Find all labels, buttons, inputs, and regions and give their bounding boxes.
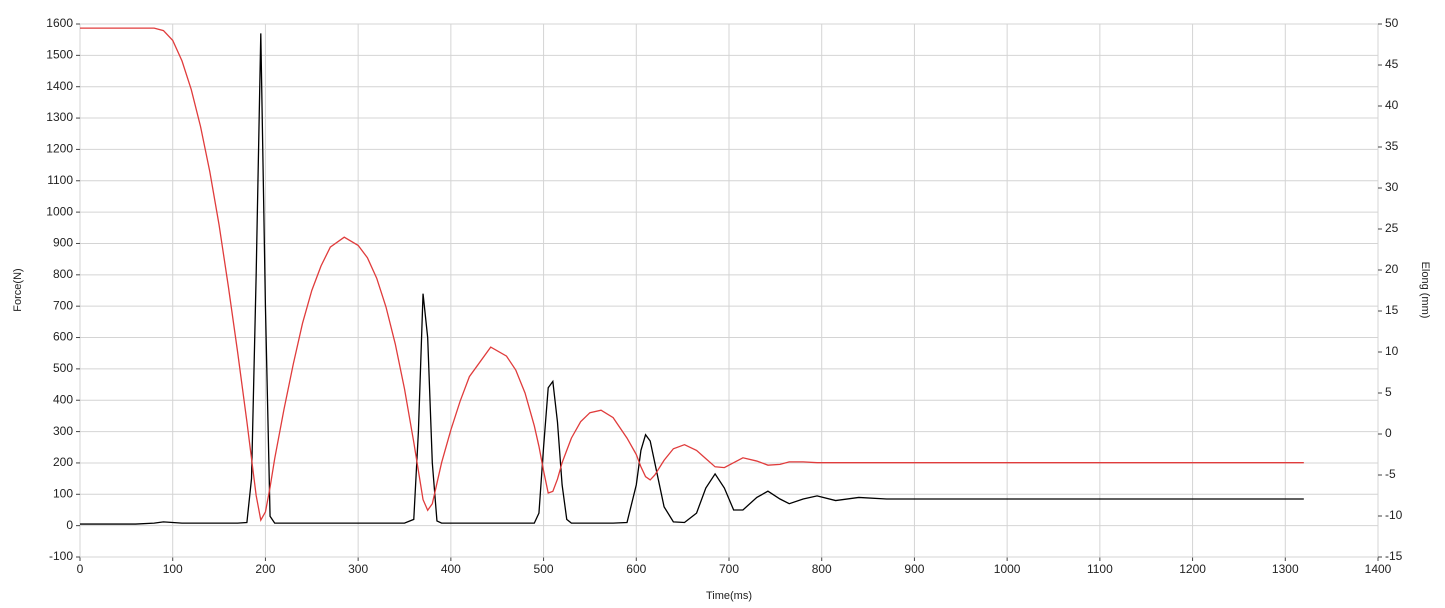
y2-tick-label: 20 xyxy=(1385,262,1399,276)
y-tick-label: 100 xyxy=(53,486,73,500)
y-tick-label: 400 xyxy=(53,392,73,406)
x-tick-label: 600 xyxy=(626,562,646,576)
y-tick-label: 1300 xyxy=(46,110,73,124)
x-tick-label: 300 xyxy=(348,562,368,576)
y-tick-label: 800 xyxy=(53,267,73,281)
y-tick-label: 1200 xyxy=(46,142,73,156)
x-axis-title: Time(ms) xyxy=(706,590,752,602)
y-tick-label: 300 xyxy=(53,424,73,438)
y-tick-label: 600 xyxy=(53,330,73,344)
data-line xyxy=(80,27,1304,522)
y-tick-label: 700 xyxy=(53,298,73,312)
y-tick-label: 1100 xyxy=(47,173,73,187)
y2-tick-label: -5 xyxy=(1385,467,1396,481)
y-tick-label: 1000 xyxy=(46,204,73,218)
y-tick-label: 1500 xyxy=(46,48,73,62)
y-axis-title: Force(N) xyxy=(12,268,24,311)
y2-tick-label: 10 xyxy=(1385,344,1399,358)
x-tick-label: 200 xyxy=(255,562,275,576)
x-tick-label: 1200 xyxy=(1179,562,1206,576)
x-tick-label: 500 xyxy=(534,562,554,576)
y-tick-label: -100 xyxy=(49,549,73,563)
x-tick-label: 800 xyxy=(812,562,832,576)
y2-tick-label: 25 xyxy=(1385,221,1399,235)
y-tick-label: 900 xyxy=(53,236,73,250)
y2-tick-label: 15 xyxy=(1385,303,1399,317)
y2-tick-label: 30 xyxy=(1385,180,1399,194)
x-tick-label: 1100 xyxy=(1087,562,1113,576)
y-tick-label: 1600 xyxy=(46,16,73,30)
x-tick-label: 1400 xyxy=(1365,562,1392,576)
y2-tick-label: 50 xyxy=(1385,16,1399,30)
y2-tick-label: 40 xyxy=(1385,98,1399,112)
y2-tick-label: 5 xyxy=(1385,385,1392,399)
y2-tick-label: -10 xyxy=(1385,508,1403,522)
y-tick-label: 200 xyxy=(53,455,73,469)
x-tick-label: 1300 xyxy=(1272,562,1299,576)
x-tick-label: 900 xyxy=(904,562,924,576)
y2-tick-label: 45 xyxy=(1385,57,1399,71)
y-tick-label: 500 xyxy=(53,361,73,375)
y2-tick-label: -15 xyxy=(1385,549,1403,563)
y2-axis-title: Elong (mm) xyxy=(1419,262,1431,319)
data-line xyxy=(80,33,1304,525)
x-tick-label: 700 xyxy=(719,562,739,576)
x-tick-label: 1000 xyxy=(994,562,1021,576)
y-tick-label: 0 xyxy=(66,518,73,532)
x-tick-label: 100 xyxy=(163,562,183,576)
x-tick-label: 0 xyxy=(77,562,84,576)
y2-tick-label: 35 xyxy=(1385,139,1399,153)
y-tick-label: 1400 xyxy=(46,79,73,93)
y2-tick-label: 0 xyxy=(1385,426,1392,440)
x-tick-label: 400 xyxy=(441,562,461,576)
